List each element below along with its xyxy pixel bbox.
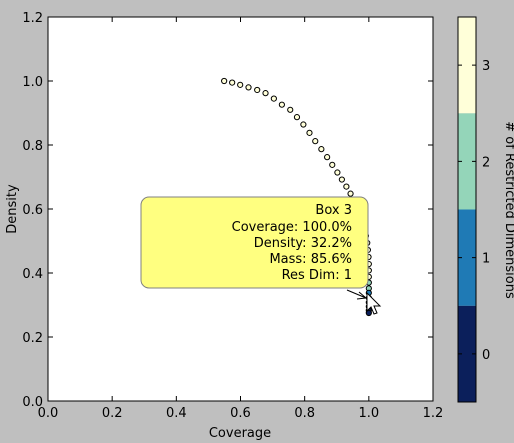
scatter-point[interactable] <box>278 101 285 108</box>
x-axis-label: Coverage <box>209 426 271 441</box>
colorbar-frame <box>457 16 477 403</box>
scatter-point[interactable] <box>338 176 345 183</box>
tooltip-box <box>140 196 369 289</box>
x-tick-label: 0.2 <box>102 406 123 421</box>
colorbar: 0 1 2 3 <box>457 16 490 403</box>
scatter-point[interactable] <box>300 121 307 128</box>
y-axis-label: Density <box>5 184 20 234</box>
x-tick-label: 1.0 <box>358 406 379 421</box>
scatter-point[interactable] <box>347 190 354 197</box>
y-tick-label: 0.4 <box>22 267 43 282</box>
x-tick-label: 0.0 <box>38 406 59 421</box>
scatter-point[interactable] <box>262 90 269 97</box>
tooltip-annotation: Box 3 Coverage: 100.0% Density: 32.2% Ma… <box>140 196 369 300</box>
colorbar-segment <box>458 209 476 306</box>
colorbar-segment <box>458 305 476 402</box>
colorbar-tick-label: 1 <box>482 252 490 267</box>
y-tick-label: 0.6 <box>22 203 43 218</box>
colorbar-tick-label: 3 <box>482 59 490 74</box>
scatter-point[interactable] <box>221 77 228 85</box>
scatter-point[interactable] <box>237 81 244 88</box>
y-tick-label: 0.0 <box>22 395 43 410</box>
axis-ticks: 0.0 0.2 0.4 0.6 0.8 1.0 1.2 0.0 0.2 0.4 0.6 0.8 1.0 1… <box>22 11 443 421</box>
scatter-point[interactable] <box>318 146 325 153</box>
colorbar-tick-label: 2 <box>482 155 490 170</box>
scatter-point[interactable] <box>270 95 277 102</box>
x-tick-label: 0.4 <box>166 406 187 421</box>
colorbar-segment <box>458 17 476 114</box>
scatter-point[interactable] <box>343 183 350 190</box>
scatter-point[interactable] <box>229 79 236 86</box>
y-tick-label: 1.0 <box>22 75 43 90</box>
scatter-point[interactable] <box>245 84 252 91</box>
scatter-point[interactable] <box>312 138 319 145</box>
scatter-point[interactable] <box>334 169 341 176</box>
scatter-point[interactable] <box>329 161 336 168</box>
tooltip-line: Mass: 85.6% <box>269 252 352 267</box>
scatter-point[interactable] <box>324 154 331 161</box>
tooltip-line: Res Dim: 1 <box>282 268 352 283</box>
y-tick-label: 1.2 <box>22 11 43 26</box>
tooltip-line: Density: 32.2% <box>254 236 352 251</box>
colorbar-tick-label: 0 <box>482 348 490 363</box>
x-tick-label: 0.6 <box>230 406 251 421</box>
y-tick-label: 0.8 <box>22 139 43 154</box>
scatter-point[interactable] <box>287 106 294 113</box>
colorbar-segment <box>458 113 476 210</box>
mouse-cursor-icon <box>366 291 382 315</box>
scatter-point[interactable] <box>254 86 261 94</box>
scatter-point[interactable] <box>306 129 313 136</box>
scatter-point[interactable] <box>365 309 372 317</box>
x-tick-label: 1.2 <box>423 406 444 421</box>
tooltip-line: Box 3 <box>315 203 352 218</box>
tooltip-line: Coverage: 100.0% <box>232 220 352 235</box>
x-tick-label: 0.8 <box>294 406 315 421</box>
tooltip-arrow <box>346 289 368 300</box>
colorbar-label: # of Restricted Dimensions <box>502 121 514 299</box>
y-tick-label: 0.2 <box>22 331 43 346</box>
scatter-point[interactable] <box>293 114 301 121</box>
